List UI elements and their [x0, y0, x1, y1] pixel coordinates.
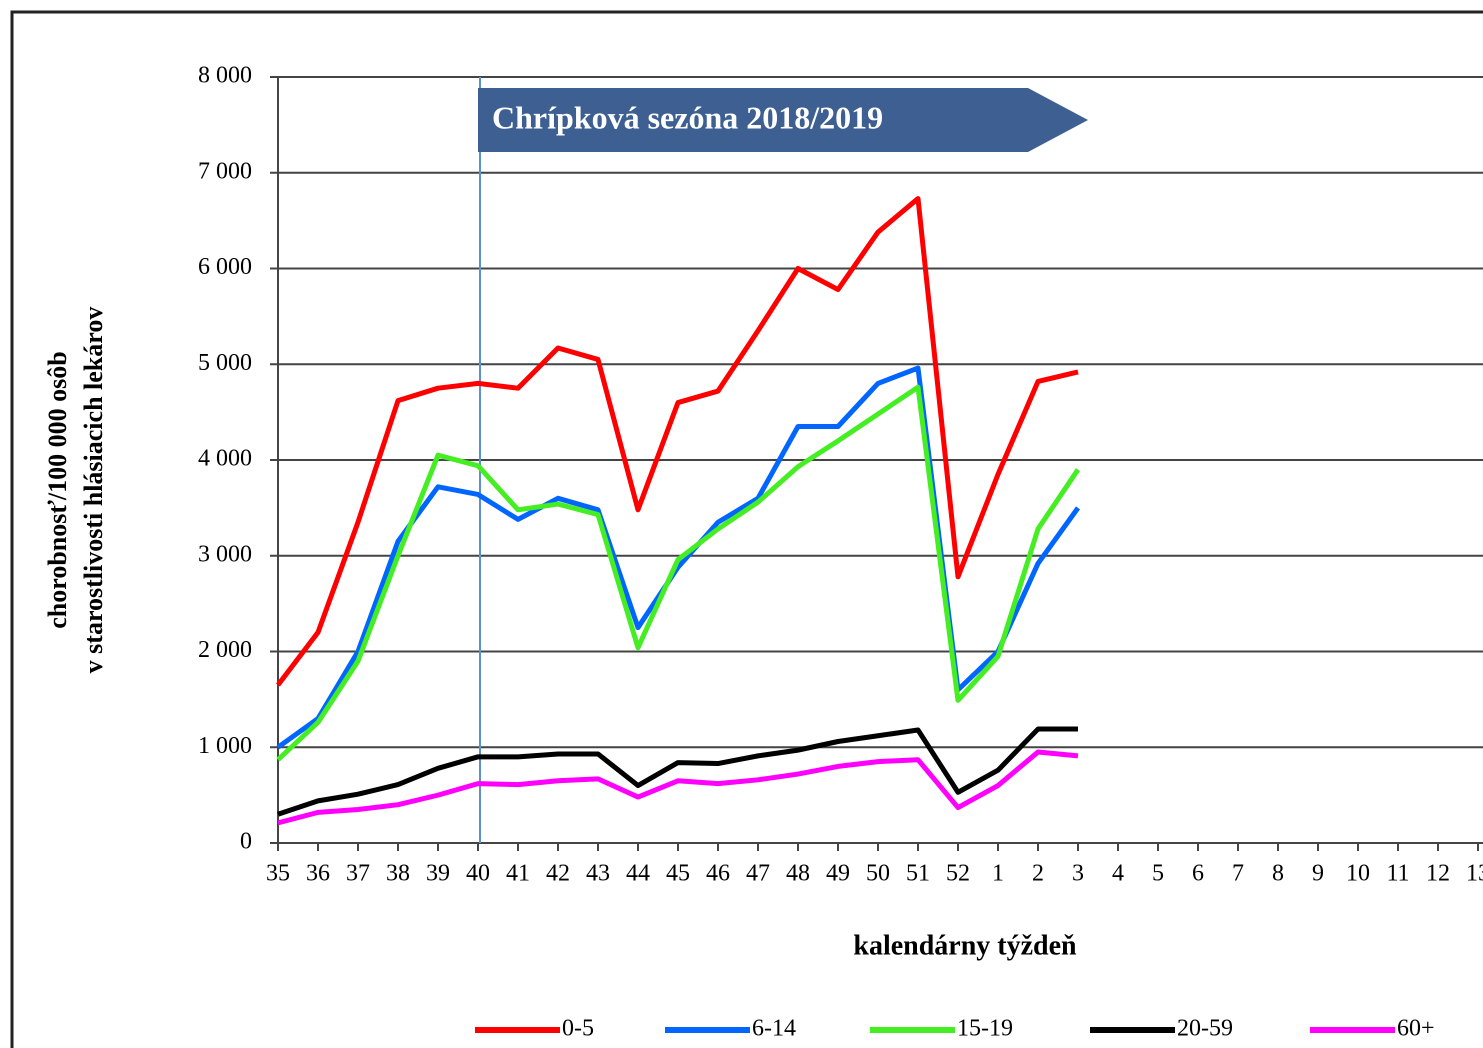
x-tick-label: 41: [506, 861, 530, 887]
x-tick-label: 45: [666, 861, 690, 887]
x-tick-label: 51: [906, 861, 930, 887]
x-tick-label: 38: [386, 861, 410, 887]
x-tick-label: 37: [346, 861, 370, 887]
x-tick-label: 44: [626, 861, 650, 887]
y-tick-label: 5 000: [198, 350, 252, 376]
legend-label: 6-14: [752, 1016, 796, 1042]
series-line: [277, 749, 1079, 826]
x-tick-label: 40: [466, 861, 490, 887]
x-tick-label: 8: [1272, 861, 1284, 887]
x-tick-label: 13: [1466, 861, 1483, 887]
x-tick-label: 10: [1346, 861, 1370, 887]
legend-label: 15-19: [957, 1016, 1013, 1042]
y-tick-label: 1 000: [198, 733, 252, 759]
x-tick-label: 6: [1192, 861, 1204, 887]
x-tick-label: 46: [706, 861, 730, 887]
x-tick-label: 43: [586, 861, 610, 887]
legend-label: 0-5: [562, 1016, 594, 1042]
y-tick-label: 3 000: [198, 541, 252, 567]
x-axis-title: kalendárny týždeň: [853, 930, 1077, 961]
y-tick-label: 6 000: [198, 254, 252, 280]
x-tick-label: 2: [1032, 861, 1044, 887]
x-tick-label: 36: [306, 861, 330, 887]
y-axis-title: v starostlivosti hlásiacich lekárov: [79, 307, 108, 674]
series-line: [276, 196, 1079, 687]
x-tick-label: 48: [786, 861, 810, 887]
legend-label: 20-59: [1177, 1016, 1233, 1042]
x-tick-label: 4: [1112, 861, 1124, 887]
x-tick-label: 49: [826, 861, 850, 887]
season-label: Chrípková sezóna 2018/2019: [492, 99, 883, 135]
legend-label: 60+: [1397, 1016, 1435, 1042]
y-tick-label: 7 000: [198, 158, 252, 184]
x-tick-label: 35: [266, 861, 290, 887]
x-tick-label: 42: [546, 861, 570, 887]
y-tick-label: 0: [240, 829, 252, 855]
x-tick-label: 3: [1072, 861, 1084, 887]
y-tick-label: 2 000: [198, 637, 252, 663]
x-tick-label: 12: [1426, 861, 1450, 887]
x-tick-label: 9: [1312, 861, 1324, 887]
y-tick-label: 4 000: [198, 446, 252, 472]
x-tick-label: 52: [946, 861, 970, 887]
y-axis-title: chorobnosť/100 000 osôb: [43, 351, 72, 628]
x-tick-label: 11: [1386, 861, 1409, 887]
x-tick-label: 5: [1152, 861, 1164, 887]
season-arrow: [478, 88, 1088, 152]
x-tick-label: 1: [992, 861, 1004, 887]
series-line: [276, 384, 1081, 762]
x-tick-label: 7: [1232, 861, 1244, 887]
y-tick-label: 8 000: [198, 63, 252, 89]
frame: [10, 10, 1483, 1048]
x-tick-label: 50: [866, 861, 890, 887]
x-tick-label: 47: [746, 861, 770, 887]
series-line: [277, 726, 1078, 817]
x-tick-label: 39: [426, 861, 450, 887]
